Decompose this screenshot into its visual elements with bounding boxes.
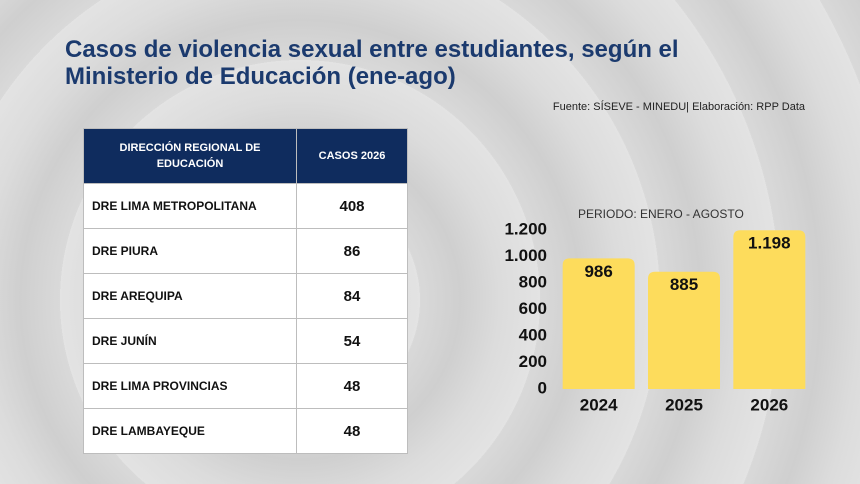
- region-cell: DRE PIURA: [83, 228, 297, 274]
- x-tick-label: 2026: [750, 395, 788, 414]
- y-tick-label: 800: [519, 272, 547, 291]
- table: DIRECCIÓN REGIONAL DE EDUCACIÓN CASOS 20…: [83, 128, 408, 454]
- header-text: DIRECCIÓN REGIONAL DE EDUCACIÓN: [119, 142, 261, 170]
- region-cell: DRE JUNÍN: [83, 318, 297, 364]
- table-header: DIRECCIÓN REGIONAL DE EDUCACIÓN: [83, 128, 297, 184]
- region-cell: DRE LIMA METROPOLITANA: [83, 183, 297, 229]
- cases-cell: 408: [296, 183, 408, 229]
- table-row: DRE JUNÍN 54: [83, 318, 408, 364]
- y-tick-label: 0: [538, 378, 547, 397]
- region-cell: DRE LIMA PROVINCIAS: [83, 363, 297, 409]
- region-cell: DRE AREQUIPA: [83, 273, 297, 319]
- value-label: 1.198: [748, 234, 791, 253]
- table-row: DRE LIMA METROPOLITANA 408: [83, 183, 408, 229]
- title-line: Casos de violencia sexual entre estudian…: [65, 36, 679, 63]
- table-body: DRE LIMA METROPOLITANA 408 DRE PIURA 86 DRE …: [83, 183, 408, 454]
- y-tick-label: 1.200: [504, 219, 547, 238]
- bar: [733, 230, 806, 389]
- chart-subtitle: PERIODO: ENERO - AGOSTO: [578, 207, 744, 221]
- value-label: 986: [584, 262, 612, 281]
- x-tick-label: 2024: [580, 395, 618, 414]
- cases-cell: 48: [296, 363, 408, 409]
- region-cell: DRE LAMBAYEQUE: [83, 408, 297, 454]
- source: Fuente: SÍSEVE - MINEDU| Elaboración: RP…: [552, 101, 805, 113]
- title: Casos de violencia sexual entre estudian…: [65, 36, 679, 90]
- cases-cell: 54: [296, 318, 408, 364]
- cases-cell: 86: [296, 228, 408, 274]
- y-tick-label: 200: [519, 352, 547, 371]
- y-tick-label: 600: [519, 299, 547, 318]
- x-tick-label: 2025: [665, 395, 703, 414]
- table-row: DRE LAMBAYEQUE 48: [83, 408, 408, 454]
- table-row: DRE AREQUIPA 84: [83, 273, 408, 319]
- y-tick-label: 1.000: [504, 246, 547, 265]
- value-label: 885: [670, 275, 698, 294]
- table-row: DRE LIMA PROVINCIAS 48: [83, 363, 408, 409]
- table-row: DRE PIURA 86: [83, 228, 408, 274]
- bar: [648, 271, 720, 389]
- bar: [562, 258, 635, 389]
- table-header: CASOS 2026: [296, 128, 408, 184]
- y-tick-label: 400: [519, 325, 547, 344]
- title-line: Ministerio de Educación (ene-ago): [65, 63, 456, 90]
- cases-cell: 48: [296, 408, 408, 454]
